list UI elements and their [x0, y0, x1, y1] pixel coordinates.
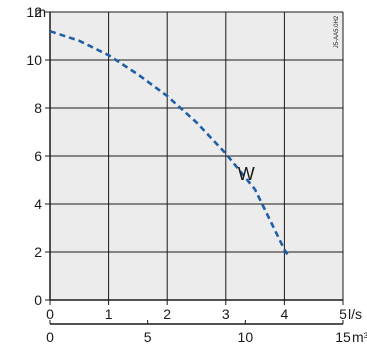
x-tick-label-0: 0: [46, 306, 54, 322]
figure-code-label: J5-AA5.0H2: [334, 15, 340, 48]
x2-tick-label-5: 5: [144, 329, 152, 345]
x-tick-label-1: 1: [105, 306, 113, 322]
x-tick-label-5: 5: [339, 306, 347, 322]
x-tick-label-3: 3: [222, 306, 230, 322]
series-line-0: [49, 29, 289, 256]
x-tick-label-2: 2: [163, 306, 171, 322]
y-tick-label-10: 10: [26, 52, 42, 68]
x-tick-label-4: 4: [281, 306, 289, 322]
x-unit-label: l/s: [348, 306, 362, 322]
series-layer: [49, 29, 289, 256]
x2-tick-label-15: 15: [335, 329, 351, 345]
axes: [45, 11, 344, 325]
curve-label-0: W: [238, 164, 255, 184]
y-unit-label: m: [34, 4, 46, 20]
y-tick-label-8: 8: [34, 100, 42, 116]
x2-tick-label-0: 0: [46, 329, 54, 345]
x2-tick-label-10: 10: [238, 329, 254, 345]
y-tick-label-2: 2: [34, 244, 42, 260]
y-tick-label-0: 0: [34, 292, 42, 308]
y-tick-label-6: 6: [34, 148, 42, 164]
y-tick-label-4: 4: [34, 196, 42, 212]
y-tick-label-12: 12: [26, 4, 42, 20]
x2-unit-label: m³/h: [352, 329, 367, 345]
grid: [50, 11, 344, 300]
